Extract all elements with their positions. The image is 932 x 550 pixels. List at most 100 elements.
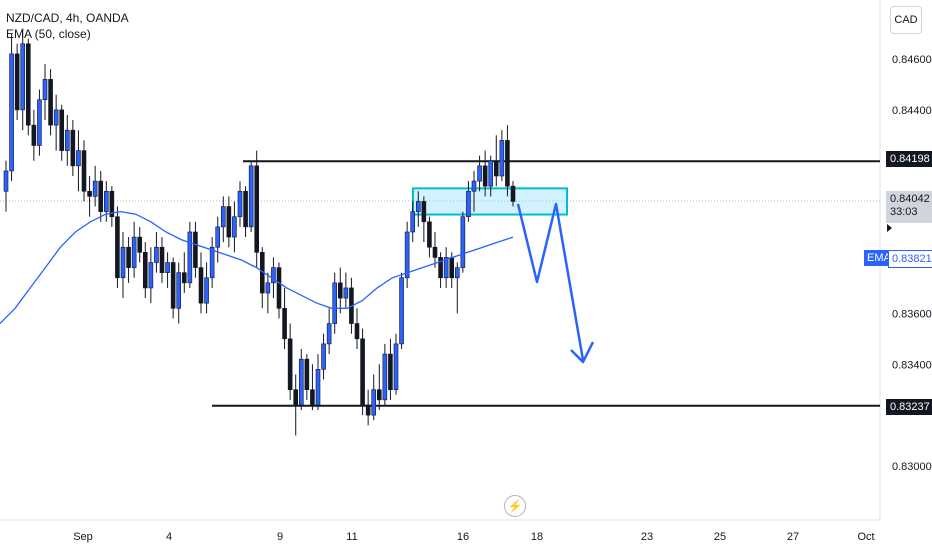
time-axis-label: Sep: [73, 531, 93, 543]
candle-body: [265, 282, 271, 294]
candle-body: [76, 150, 81, 167]
time-axis-label: 4: [166, 531, 172, 543]
time-axis-label: 16: [457, 531, 469, 543]
candle-body: [499, 140, 505, 177]
candle-body: [131, 236, 137, 268]
candle-body: [482, 165, 488, 187]
symbol-title[interactable]: NZD/CAD, 4h, OANDA: [6, 11, 129, 25]
candle-body: [37, 99, 42, 146]
candle-body: [159, 246, 165, 273]
candle-body: [493, 160, 499, 177]
candle-body: [98, 180, 104, 212]
price-axis-label: 0.83000: [892, 461, 932, 473]
candle-body: [48, 79, 53, 126]
time-axis-label: 27: [787, 531, 799, 543]
projection-arrow: [516, 202, 585, 361]
candle-body: [382, 353, 388, 401]
current-price-tag: 0.84042 33:03: [886, 191, 932, 223]
candle-body: [510, 185, 516, 202]
candle-body: [20, 43, 26, 111]
candle-body: [181, 272, 187, 284]
candle-body: [393, 343, 399, 390]
supply-zone: [412, 187, 568, 216]
candle-body: [198, 267, 204, 304]
candle-body: [53, 109, 59, 126]
candle-body: [9, 53, 14, 172]
live-marker-icon: [887, 224, 892, 232]
bolt-icon[interactable]: ⚡: [504, 495, 526, 517]
candle-body: [438, 257, 443, 279]
candle-body: [304, 358, 310, 390]
candle-body: [310, 389, 315, 406]
time-axis-label: 18: [531, 531, 543, 543]
candle-body: [287, 338, 293, 390]
price-axis-label: 0.84600: [892, 54, 932, 66]
candle-body: [170, 262, 176, 309]
candle-body: [505, 140, 510, 187]
arrow-head: [570, 341, 595, 364]
candle-body: [443, 257, 449, 279]
candle-body: [254, 165, 260, 253]
candle-body: [399, 277, 404, 345]
candle-body: [432, 246, 438, 258]
candle-body: [142, 252, 148, 289]
candle-body: [148, 262, 154, 289]
bar-countdown: 33:03: [890, 206, 918, 218]
candle-body: [25, 43, 31, 126]
candle-body: [388, 353, 393, 390]
candle-body: [126, 246, 131, 268]
candle-body: [232, 216, 237, 238]
time-axis-label: 11: [346, 531, 357, 543]
support-price-tag: 0.83237: [886, 399, 932, 415]
candle-body: [282, 307, 287, 340]
candle-body: [3, 170, 9, 192]
time-axis-label: Oct: [857, 531, 874, 543]
candle-body: [410, 211, 416, 233]
candle-body: [293, 389, 299, 406]
candle-body: [360, 338, 365, 406]
candle-body: [226, 206, 232, 238]
candle-body: [477, 165, 482, 182]
candle-body: [343, 287, 349, 299]
candle-body: [220, 206, 226, 228]
resistance-price-tag: 0.84198: [886, 151, 932, 167]
indicator-label[interactable]: EMA (50, close): [6, 27, 91, 41]
candle-body: [243, 190, 248, 228]
ema-label-tag: EMA: [864, 250, 894, 266]
candle-body: [404, 231, 410, 279]
chart-legend: NZD/CAD, 4h, OANDA EMA (50, close): [6, 10, 129, 42]
candle-body: [276, 267, 282, 309]
time-axis-label: 9: [277, 531, 283, 543]
candle-body: [365, 404, 371, 416]
candle-body: [137, 236, 143, 253]
candle-body: [59, 109, 65, 151]
candle-body: [326, 323, 332, 345]
candle-body: [298, 358, 304, 406]
candle-body: [371, 389, 377, 416]
candle-body: [204, 277, 209, 304]
candle-body: [271, 267, 276, 284]
candle-body: [215, 226, 221, 248]
candle-body: [354, 323, 360, 340]
ema-line: [0, 210, 514, 324]
currency-button[interactable]: CAD: [890, 6, 922, 34]
candle-body: [471, 180, 477, 192]
candle-body: [421, 201, 427, 223]
candle-body: [488, 160, 494, 187]
candle-body: [460, 216, 466, 268]
current-price-value: 0.84042: [890, 193, 930, 205]
candle-body: [237, 190, 243, 218]
candle-body: [466, 190, 471, 218]
candle-body: [187, 231, 193, 284]
candle-body: [165, 262, 170, 273]
candle-body: [209, 246, 215, 279]
candle-body: [315, 369, 321, 406]
candle-body: [115, 216, 120, 279]
candle-body: [103, 190, 109, 212]
candle-body: [87, 190, 92, 197]
candle-body: [64, 129, 70, 151]
candle-body: [248, 165, 254, 228]
candle-body: [449, 257, 455, 279]
